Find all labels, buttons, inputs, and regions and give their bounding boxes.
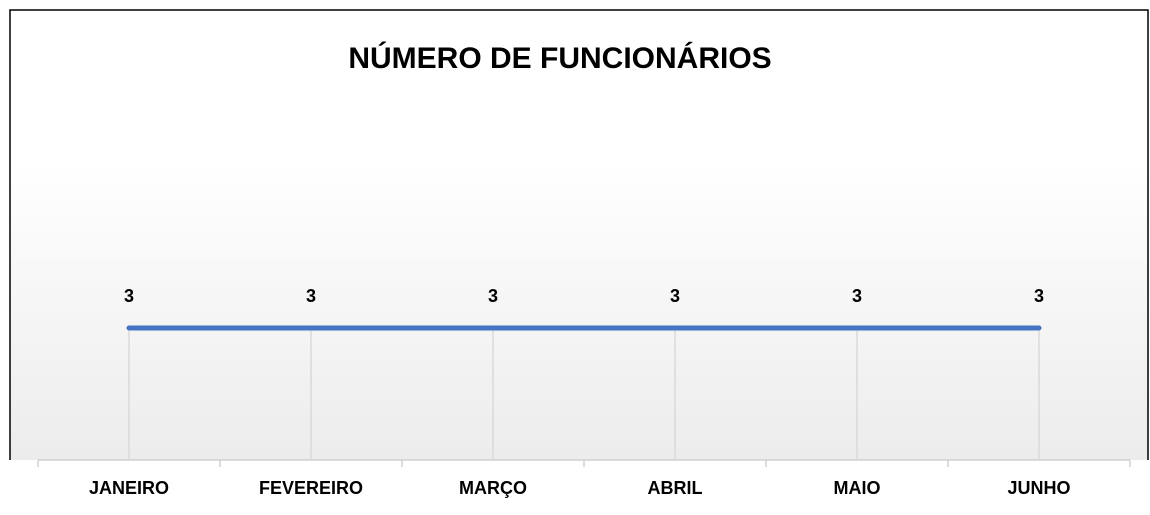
- data-label: 3: [1034, 286, 1044, 306]
- x-tick-label: FEVEREIRO: [259, 478, 363, 498]
- chart-title: NÚMERO DE FUNCIONÁRIOS: [348, 41, 771, 75]
- data-label: 3: [124, 286, 134, 306]
- data-label: 3: [670, 286, 680, 306]
- x-tick-label: MAIO: [834, 478, 881, 498]
- x-tick-label: ABRIL: [648, 478, 703, 498]
- chart-border: [9, 9, 1149, 460]
- plot-background: [10, 160, 1148, 460]
- data-label: 3: [852, 286, 862, 306]
- data-label: 3: [488, 286, 498, 306]
- x-tick-label: JUNHO: [1007, 478, 1070, 498]
- x-tick-label: JANEIRO: [89, 478, 169, 498]
- x-tick-label: MARÇO: [459, 478, 527, 498]
- data-label: 3: [306, 286, 316, 306]
